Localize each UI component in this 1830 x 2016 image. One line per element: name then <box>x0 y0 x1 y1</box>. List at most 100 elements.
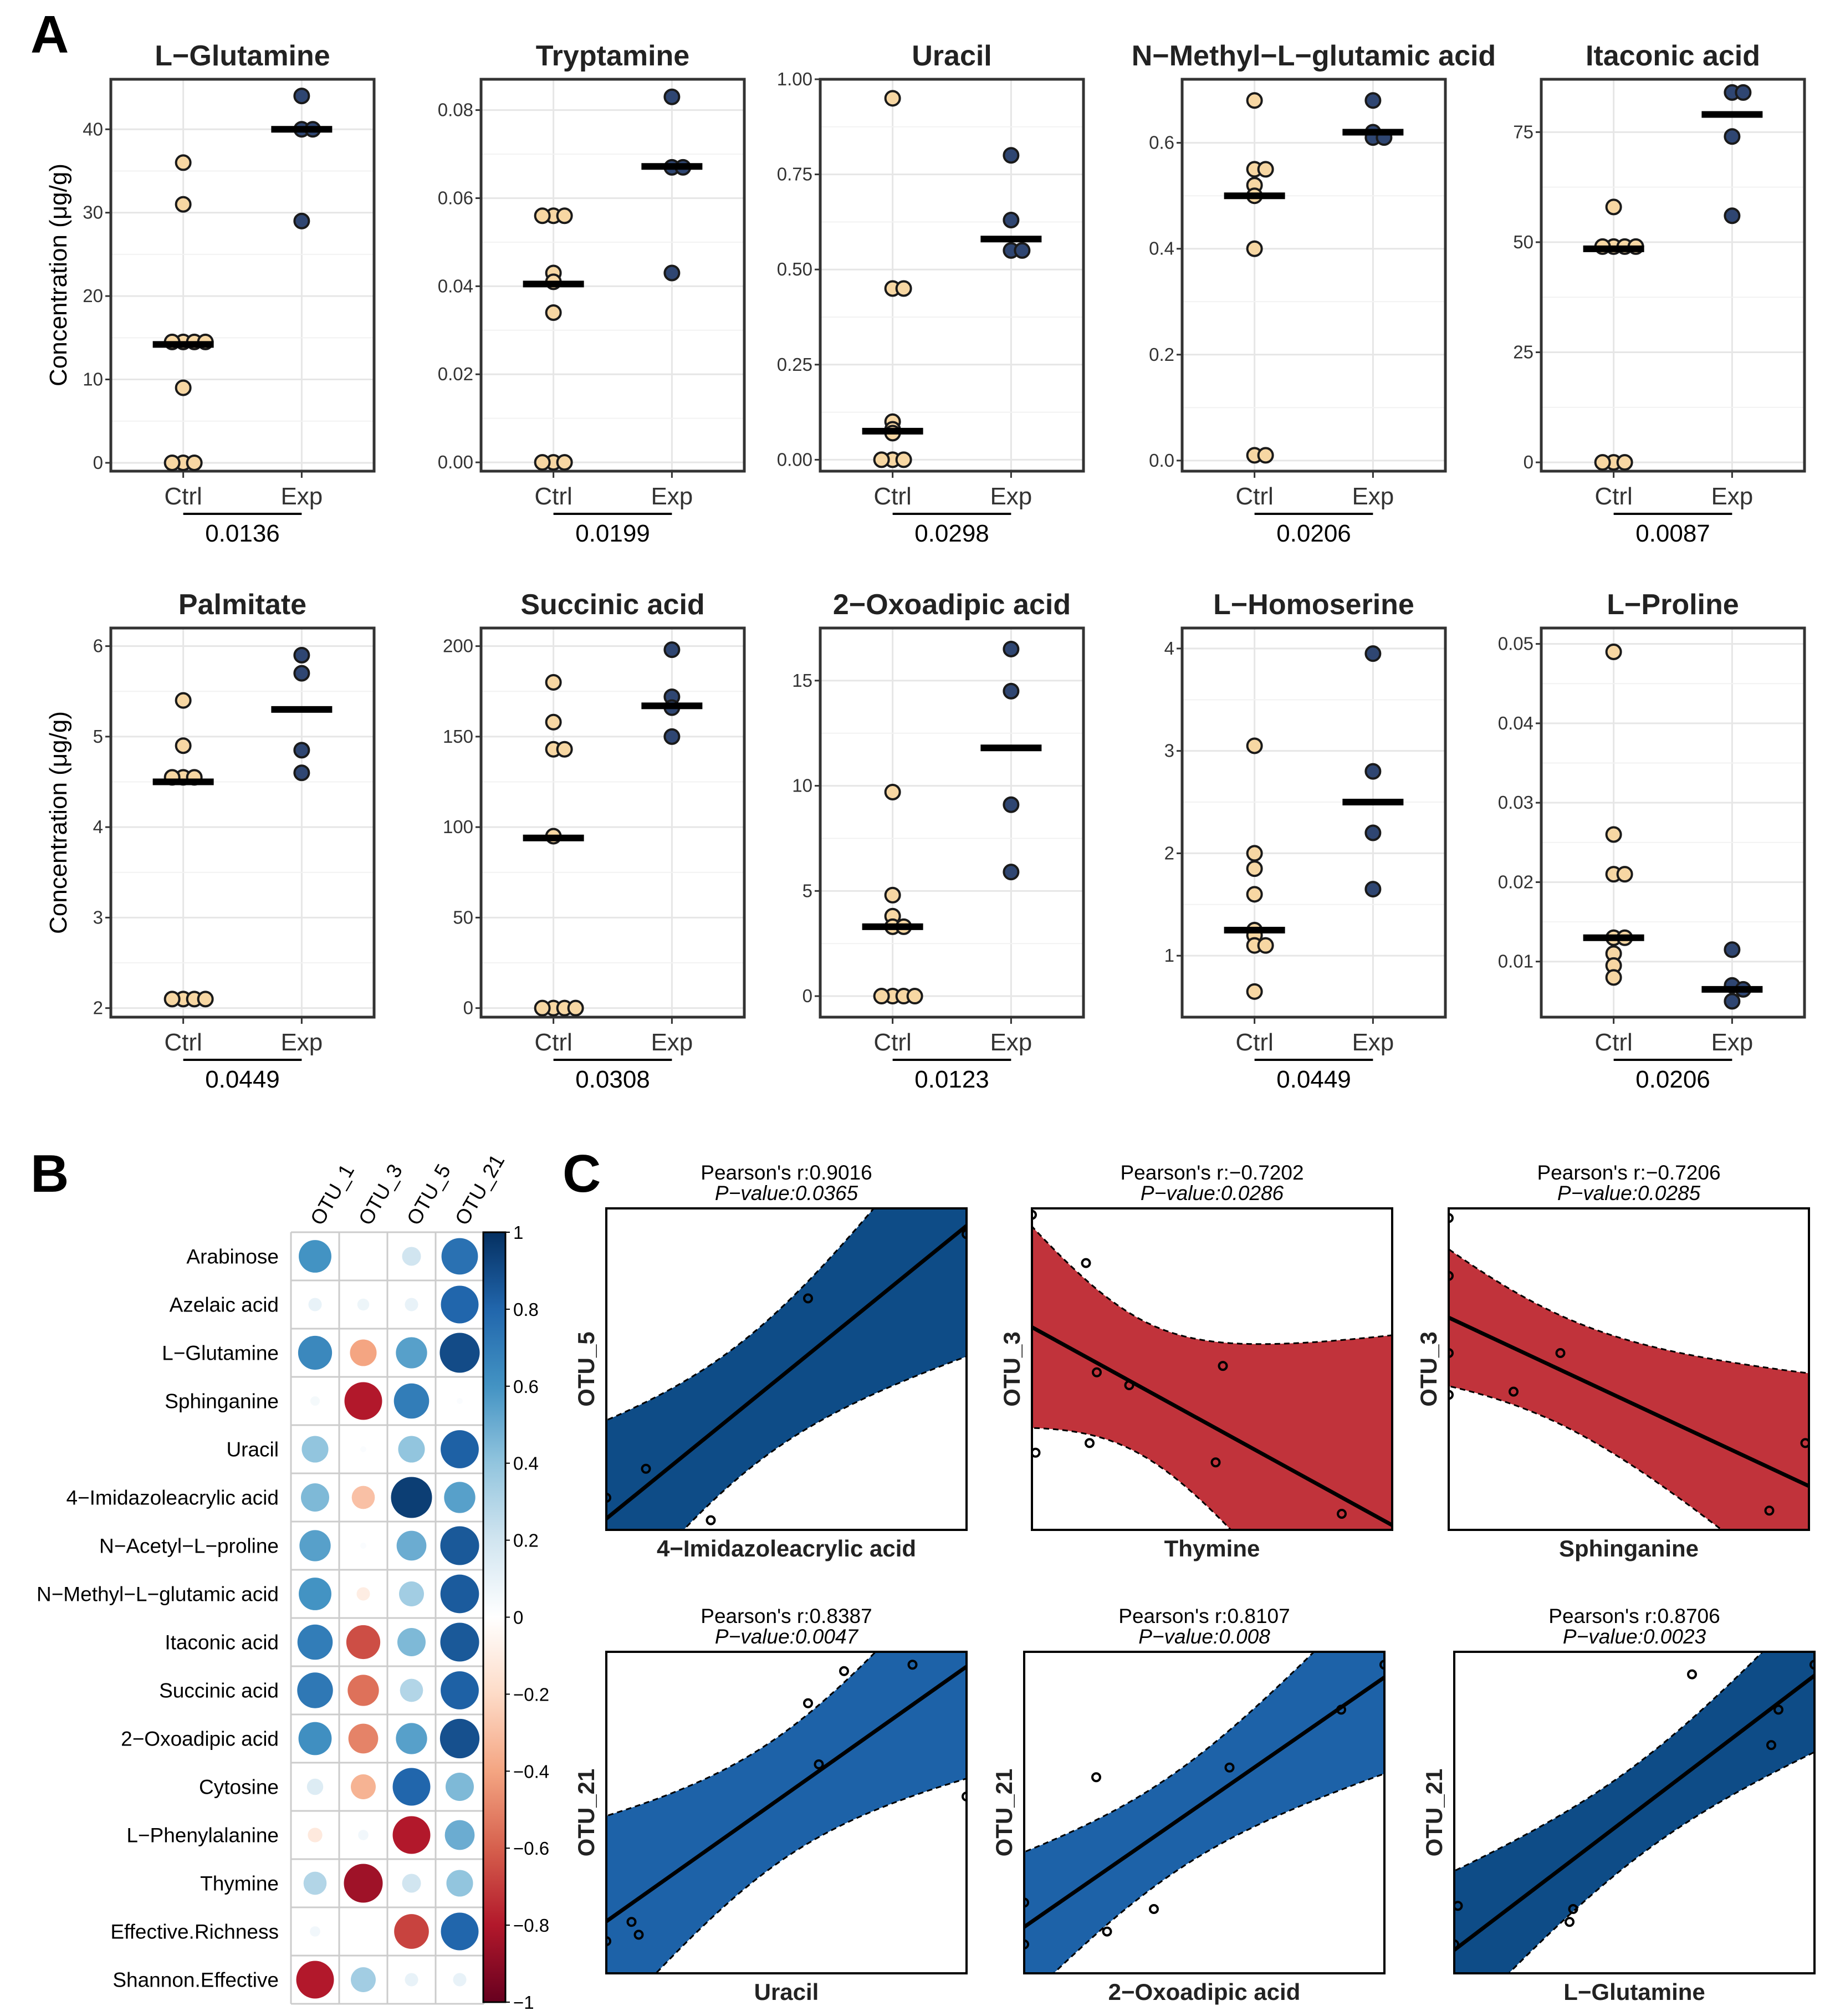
ctrl-point <box>873 451 890 468</box>
p-value-label: P−value:0.0285 <box>1557 1182 1701 1205</box>
data-point <box>1809 1660 1814 1670</box>
plot-frame <box>1453 1651 1816 1974</box>
matrix-row-label: Succinic acid <box>159 1680 279 1702</box>
regression-line <box>1024 1675 1384 1930</box>
data-point <box>1210 1457 1221 1468</box>
data-point <box>1337 1509 1347 1519</box>
data-point <box>1568 1904 1578 1914</box>
data-point <box>1449 1348 1454 1358</box>
y-tick-label: 4 <box>1164 638 1174 659</box>
colorbar-tick-label: −0.2 <box>513 1684 549 1704</box>
p-value-label: 0.0087 <box>1635 520 1710 547</box>
y-tick-label: 0.25 <box>777 354 812 375</box>
data-point <box>803 1698 813 1708</box>
y-tick-label: 30 <box>83 202 103 223</box>
x-label-ctrl: Ctrl <box>1235 483 1273 510</box>
data-point <box>1032 1209 1037 1220</box>
correlation-dot <box>441 1671 479 1709</box>
correlation-dot <box>299 1578 331 1610</box>
exp-point <box>663 641 681 659</box>
data-point <box>1766 1740 1776 1750</box>
exp-point <box>293 742 310 759</box>
correlation-dot <box>392 1816 431 1854</box>
y-tick-label: 0 <box>463 998 473 1018</box>
y-tick-label: 0.6 <box>1149 132 1174 153</box>
colorbar-tick-label: −0.4 <box>513 1761 549 1782</box>
plot-frame <box>1180 626 1447 1019</box>
y-axis-title: Concentration (μg/g) <box>45 164 72 386</box>
dot-plot-1: 0.00 0.02 0.04 0.06 0.08 Tryptamine Ctrl Exp0.0… <box>438 40 746 547</box>
y-tick-label: 50 <box>1513 232 1533 252</box>
matrix-row-label: 2−Oxoadipic acid <box>121 1728 279 1750</box>
p-value-label: P−value:0.0365 <box>715 1182 858 1205</box>
panel-b-correlation-matrix: Arabinose Azelaic acid L−Glutamine Sphingan… <box>37 1150 549 2013</box>
x-label-ctrl: Ctrl <box>873 1029 911 1056</box>
data-point <box>1449 1213 1454 1223</box>
plot-frame <box>479 78 746 473</box>
x-axis-title: 2−Oxoadipic acid <box>1108 1979 1301 2005</box>
plot-title: L−Glutamine <box>155 40 330 72</box>
p-value-label: P−value:0.008 <box>1138 1625 1270 1648</box>
data-point <box>962 1229 967 1239</box>
data-point <box>1124 1380 1134 1390</box>
correlation-dot <box>453 1973 467 1987</box>
y-tick-label: 3 <box>1164 741 1174 761</box>
regression-line <box>1449 1315 1809 1488</box>
correlation-dot <box>405 1298 418 1311</box>
pearson-r-label: Pearson's r:0.9016 <box>701 1161 872 1184</box>
plot-title: Uracil <box>912 40 992 72</box>
regression-line <box>1454 1673 1814 1953</box>
p-value-label: P−value:0.0047 <box>715 1625 859 1648</box>
pearson-r-label: Pearson's r:0.8107 <box>1118 1605 1290 1627</box>
x-label-exp: Exp <box>1352 483 1394 510</box>
plot-title: 2−Oxoadipic acid <box>833 589 1071 621</box>
correlation-dot <box>301 1483 329 1512</box>
y-tick-label: 5 <box>802 880 812 901</box>
ctrl-point <box>884 90 901 107</box>
data-point <box>1800 1438 1809 1448</box>
data-point <box>1764 1505 1775 1516</box>
correlation-dot <box>444 1820 475 1850</box>
data-point <box>907 1660 918 1670</box>
plot-title: Tryptamine <box>536 40 689 72</box>
data-point <box>1091 1772 1101 1783</box>
y-tick-label: 0.00 <box>777 449 812 469</box>
x-label-exp: Exp <box>651 483 693 510</box>
p-value-label: 0.0449 <box>205 1066 280 1093</box>
y-tick-label: 100 <box>443 816 473 837</box>
correlation-dot <box>397 1628 426 1656</box>
exp-point <box>293 212 310 229</box>
plot-title: N−Methyl−L−glutamic acid <box>1132 40 1496 72</box>
correlation-dot <box>301 1436 329 1463</box>
ctrl-point <box>1605 969 1622 986</box>
correlation-dot <box>351 1774 376 1799</box>
correlation-dot <box>356 1587 370 1601</box>
data-point <box>1092 1367 1102 1377</box>
y-tick-label: 40 <box>83 119 103 139</box>
y-tick-label: 75 <box>1513 121 1533 142</box>
p-value-label: 0.0206 <box>1276 520 1351 547</box>
p-value-label: 0.0308 <box>575 1066 650 1093</box>
x-axis-title: L−Glutamine <box>1563 1979 1705 2005</box>
y-tick-label: 50 <box>453 907 473 927</box>
band-upper-edge <box>606 1208 875 1421</box>
x-label-exp: Exp <box>280 483 323 510</box>
p-value-label: 0.0206 <box>1635 1066 1710 1093</box>
regression-line <box>606 1223 967 1522</box>
correlation-dot <box>396 1723 427 1754</box>
matrix-row-label: Uracil <box>226 1438 279 1461</box>
matrix-row-label: L−Phenylalanine <box>126 1824 279 1847</box>
data-point <box>606 1493 611 1503</box>
colorbar-tick-label: 0.2 <box>513 1530 539 1551</box>
exp-point <box>1003 640 1020 657</box>
data-point <box>1024 1939 1029 1949</box>
correlation-dot <box>402 1874 421 1893</box>
correlation-dot <box>310 1926 320 1937</box>
ctrl-point <box>175 737 192 754</box>
